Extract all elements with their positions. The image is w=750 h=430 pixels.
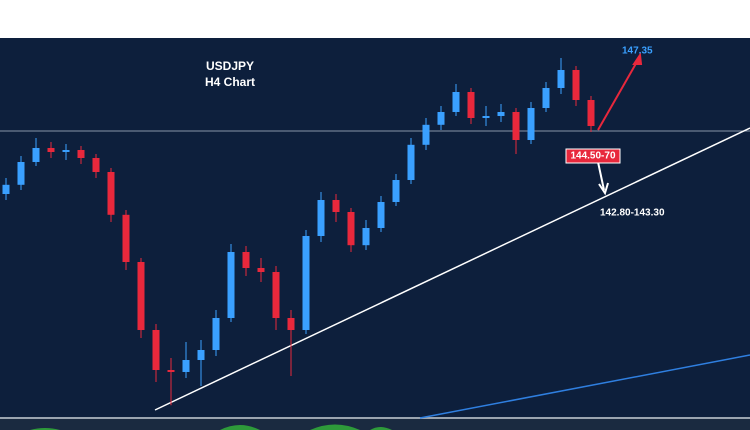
candle-body	[377, 202, 385, 228]
candle-body	[542, 88, 550, 108]
candle-body	[137, 262, 145, 330]
candle-body	[227, 252, 235, 318]
candle-body	[167, 370, 175, 372]
arrow-up-head	[632, 52, 643, 65]
candle-body	[362, 228, 370, 246]
chart-subtitle: H4 Chart	[205, 75, 255, 89]
candle-body	[122, 214, 130, 262]
candle-body	[557, 70, 565, 88]
candle-body	[467, 92, 475, 118]
candle-body	[32, 148, 40, 162]
candle-body	[302, 236, 310, 330]
candle-body	[482, 116, 490, 118]
candle-body	[572, 70, 580, 100]
candle-body	[407, 144, 415, 180]
candle-body	[107, 172, 115, 215]
candle-body	[512, 112, 520, 140]
indicator-bumps	[30, 424, 392, 430]
candle-body	[452, 92, 460, 112]
arrow-down	[597, 161, 605, 191]
candle-body	[242, 252, 250, 268]
candle-body	[212, 318, 220, 350]
candle-body	[497, 112, 505, 116]
arrow-down-head	[598, 182, 609, 196]
candle-body	[17, 162, 25, 185]
level-label: 144.50-70	[570, 151, 615, 162]
candle-body	[92, 158, 100, 172]
candle-body	[437, 112, 445, 125]
channel-line	[419, 354, 750, 419]
candle-body	[332, 200, 340, 212]
arrow-up	[597, 59, 639, 131]
candle-body	[272, 272, 280, 318]
candle-body	[422, 124, 430, 145]
trendline	[154, 127, 750, 411]
candles	[2, 58, 595, 406]
candle-body	[47, 148, 55, 152]
indicator-strip	[0, 418, 750, 430]
level-box	[565, 148, 621, 164]
candle-body	[152, 330, 160, 370]
target-label: 147.35	[622, 46, 653, 57]
candle-body	[2, 184, 10, 194]
candle-body	[197, 350, 205, 360]
candle-body	[77, 150, 85, 158]
candle-body	[587, 100, 595, 126]
candle-body	[392, 180, 400, 202]
candle-body	[527, 108, 535, 140]
candle-body	[182, 360, 190, 372]
candle-body	[347, 212, 355, 246]
support-label: 142.80-143.30	[600, 208, 665, 219]
candle-body	[287, 318, 295, 330]
candle-body	[317, 200, 325, 236]
chart-title: USDJPY	[206, 59, 254, 73]
candle-body	[257, 268, 265, 272]
plot-background	[0, 38, 750, 430]
candle-body	[62, 150, 70, 152]
